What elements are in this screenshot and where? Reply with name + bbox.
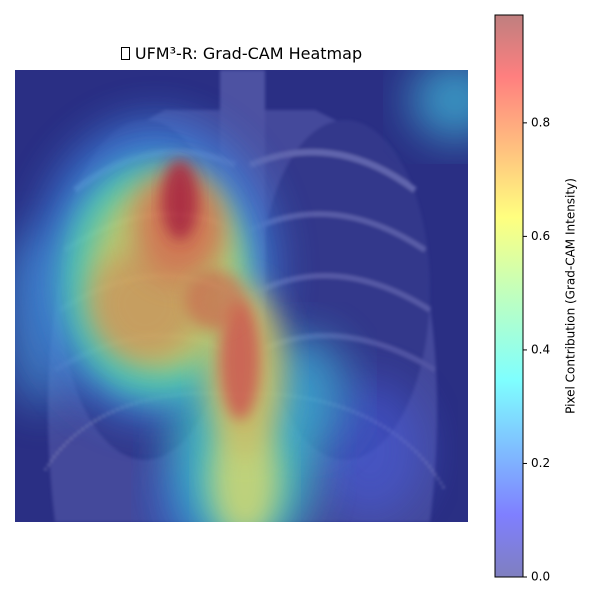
chart-title-text: UFM³-R: Grad-CAM Heatmap — [134, 44, 363, 63]
colorbar-ticks: 0.0 0.2 0.4 0.6 0.8 — [523, 115, 550, 584]
colorbar: 0.0 0.2 0.4 0.6 0.8 Pixel Contribution (Grad… — [494, 14, 578, 584]
colorbar-tick-label: 0.0 — [531, 570, 550, 584]
gradcam-heat — [15, 70, 468, 522]
colorbar-gradient — [494, 14, 524, 578]
colorbar-tick-label: 0.2 — [531, 456, 550, 470]
chart-title: UFM³-R: Grad-CAM Heatmap — [15, 44, 468, 63]
colorbar-label: Pixel Contribution (Grad-CAM Intensity) — [564, 178, 578, 414]
missing-glyph-icon — [120, 47, 130, 60]
colorbar-tick-label: 0.8 — [531, 115, 550, 129]
heatmap-overlay — [15, 70, 468, 522]
colorbar-tick-label: 0.4 — [531, 342, 550, 356]
heatmap-image-panel — [15, 70, 468, 522]
colorbar-tick-label: 0.6 — [531, 229, 550, 243]
